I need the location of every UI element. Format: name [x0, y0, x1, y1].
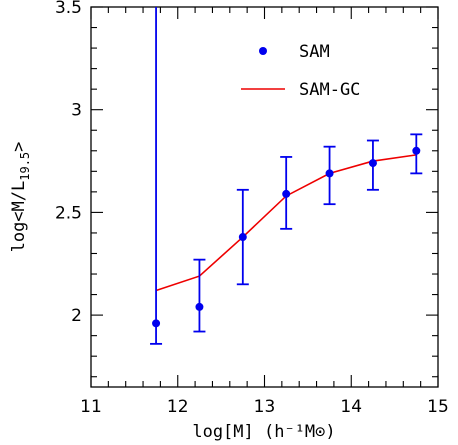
axis-ticks	[90, 6, 439, 387]
legend-marker-sam	[259, 47, 267, 55]
data-point	[412, 146, 421, 155]
data-point	[368, 159, 377, 168]
y-axis-label-base: log<M/L	[9, 181, 29, 253]
y-axis-label-subscript: 19.5	[18, 152, 32, 181]
x-axis-label: log[M] (h⁻¹M⊙)	[192, 422, 335, 442]
data-point	[282, 189, 291, 198]
legend: SAM SAM-GC	[241, 42, 360, 100]
tick-labels: 11 12 13 14 15 2 2.5 3 3.5	[55, 0, 449, 417]
data-point	[325, 169, 334, 178]
x-tick-label: 15	[427, 397, 449, 417]
legend-label-sam-gc: SAM-GC	[299, 80, 360, 100]
legend-label-sam: SAM	[299, 42, 330, 62]
sam-series	[150, 7, 423, 345]
x-tick-label: 14	[340, 397, 362, 417]
data-point	[152, 319, 161, 328]
x-tick-label: 12	[167, 397, 189, 417]
x-tick-label: 13	[254, 397, 276, 417]
y-axis-label-close: >	[9, 142, 29, 152]
plot-frame	[90, 6, 439, 388]
y-tick-label: 2	[71, 306, 82, 326]
x-tick-label: 11	[80, 397, 102, 417]
data-point	[238, 233, 247, 242]
data-point	[195, 302, 204, 311]
y-axis-label: log<M/L19.5>	[9, 142, 32, 253]
y-tick-label: 3.5	[55, 0, 82, 18]
y-tick-label: 3	[71, 101, 82, 121]
y-tick-label: 2.5	[55, 203, 82, 223]
